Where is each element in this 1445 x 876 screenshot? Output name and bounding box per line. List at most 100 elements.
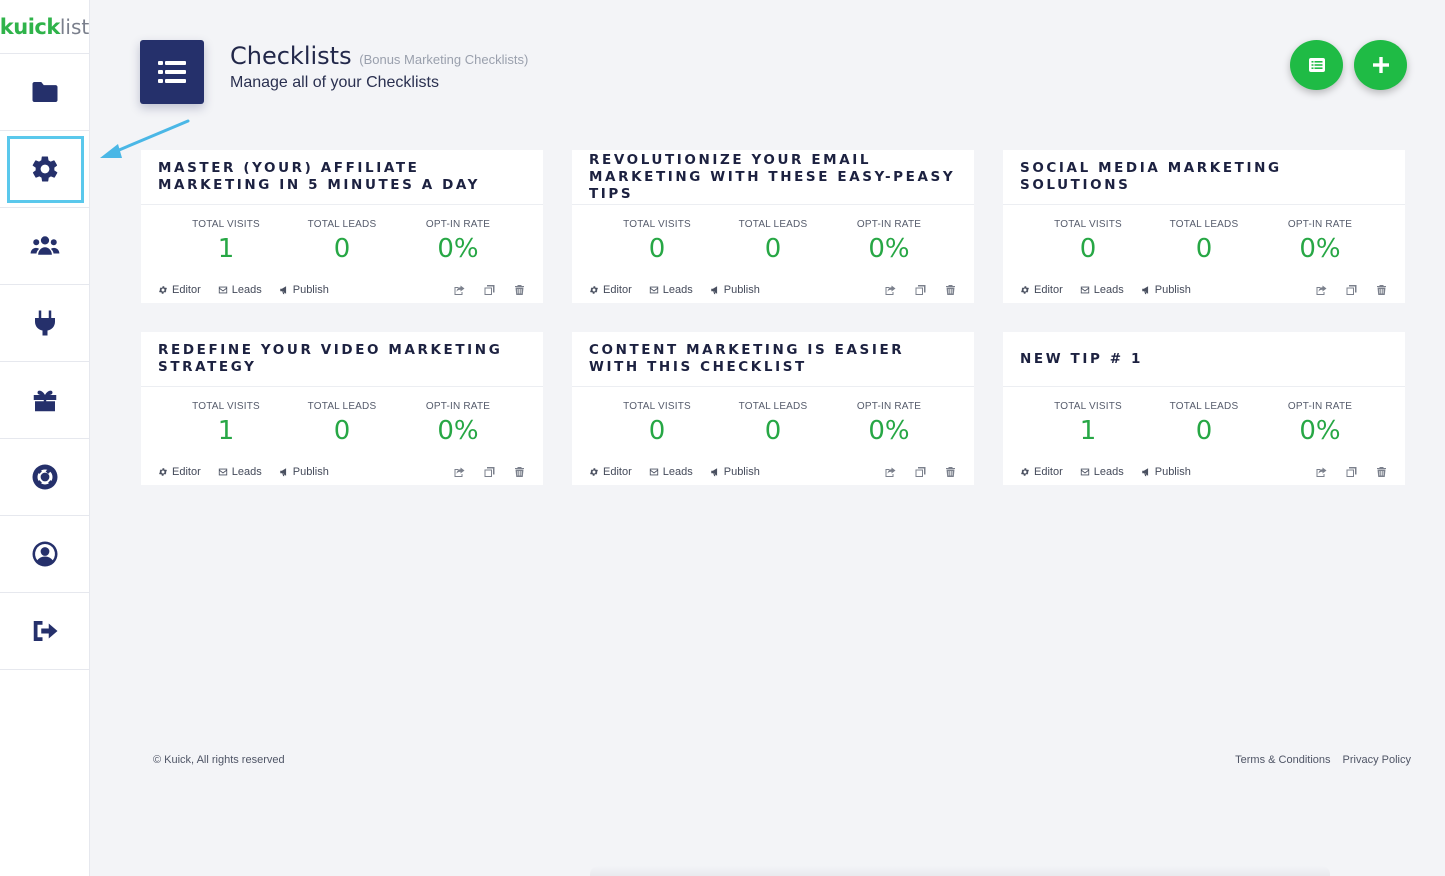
list-alt-icon (1308, 58, 1325, 72)
trash-icon[interactable] (513, 466, 526, 478)
stat-value: 0 (764, 416, 782, 446)
privacy-link[interactable]: Privacy Policy (1342, 754, 1411, 766)
app-logo[interactable]: kuick list (0, 0, 89, 54)
editor-link[interactable]: Editor (158, 284, 201, 296)
leads-link[interactable]: Leads (649, 466, 693, 478)
trash-icon[interactable] (944, 284, 957, 296)
envelope-icon (1080, 467, 1094, 477)
publish-label: Publish (723, 466, 760, 478)
leads-link[interactable]: Leads (1080, 284, 1124, 296)
terms-link[interactable]: Terms & Conditions (1235, 754, 1331, 766)
trash-icon[interactable] (513, 284, 526, 296)
share-icon[interactable] (1315, 284, 1328, 296)
trash-icon[interactable] (1375, 284, 1388, 296)
stat-label: TOTAL VISITS (1054, 219, 1122, 230)
editor-link[interactable]: Editor (158, 466, 201, 478)
editor-label: Editor (1034, 466, 1063, 478)
card-title[interactable]: REVOLUTIONIZE YOUR EMAIL MARKETING WITH … (572, 150, 974, 205)
stat-value: 0% (437, 234, 479, 264)
sidebar-item-integrations[interactable] (0, 285, 89, 362)
publish-link[interactable]: Publish (279, 466, 329, 478)
share-icon[interactable] (453, 466, 466, 478)
stat-value: 0 (764, 234, 782, 264)
share-icon[interactable] (1315, 466, 1328, 478)
duplicate-icon[interactable] (483, 284, 496, 296)
sidebar: kuick list (0, 0, 90, 876)
publish-link[interactable]: Publish (1141, 284, 1191, 296)
publish-link[interactable]: Publish (1141, 466, 1191, 478)
duplicate-icon[interactable] (1345, 466, 1358, 478)
sidebar-item-users[interactable] (0, 208, 89, 285)
gear-icon (32, 156, 57, 182)
user-circle-icon (32, 541, 57, 567)
sidebar-item-logout[interactable] (0, 593, 89, 670)
editor-link[interactable]: Editor (589, 284, 632, 296)
leads-link[interactable]: Leads (1080, 466, 1124, 478)
list-icon (158, 61, 186, 83)
publish-link[interactable]: Publish (710, 466, 760, 478)
cog-icon (158, 467, 172, 477)
leads-label: Leads (662, 466, 693, 478)
bullhorn-icon (279, 285, 293, 295)
share-icon[interactable] (884, 466, 897, 478)
publish-link[interactable]: Publish (710, 284, 760, 296)
trash-icon[interactable] (944, 466, 957, 478)
editor-link[interactable]: Editor (589, 466, 632, 478)
bullhorn-icon (279, 467, 293, 477)
stat-value: 0 (333, 234, 351, 264)
card-actions: Editor Leads Publish (1020, 283, 1388, 297)
card-title[interactable]: SOCIAL MEDIA MARKETING SOLUTIONS (1003, 150, 1405, 205)
card-title[interactable]: MASTER (YOUR) AFFILIATE MARKETING IN 5 M… (141, 150, 543, 205)
sidebar-item-settings[interactable] (0, 131, 89, 208)
checklist-card: NEW TIP # 1 TOTAL VISITS 1 TOTAL LEADS 0… (1003, 332, 1405, 485)
editor-label: Editor (172, 284, 201, 296)
stat-total-visits: TOTAL VISITS 1 (168, 401, 284, 446)
stat-total-visits: TOTAL VISITS 1 (168, 219, 284, 264)
duplicate-icon[interactable] (914, 284, 927, 296)
stat-label: TOTAL VISITS (1054, 401, 1122, 412)
stat-value: 0 (1195, 234, 1213, 264)
add-checklist-button[interactable] (1354, 40, 1407, 90)
envelope-icon (218, 285, 232, 295)
leads-link[interactable]: Leads (218, 466, 262, 478)
card-title[interactable]: NEW TIP # 1 (1003, 332, 1405, 387)
stat-value: 0% (437, 416, 479, 446)
bullhorn-icon (1141, 467, 1155, 477)
share-icon[interactable] (453, 284, 466, 296)
stat-total-visits: TOTAL VISITS 0 (599, 401, 715, 446)
stat-value: 0 (1195, 416, 1213, 446)
duplicate-icon[interactable] (914, 466, 927, 478)
duplicate-icon[interactable] (483, 466, 496, 478)
card-icon-actions (867, 284, 957, 296)
stat-total-leads: TOTAL LEADS 0 (284, 219, 400, 264)
bottom-shadow (590, 866, 1330, 876)
stat-total-leads: TOTAL LEADS 0 (1146, 401, 1262, 446)
editor-link[interactable]: Editor (1020, 284, 1063, 296)
card-actions: Editor Leads Publish (158, 283, 526, 297)
users-icon (30, 236, 59, 255)
card-title[interactable]: REDEFINE YOUR VIDEO MARKETING STRATEGY (141, 332, 543, 387)
leads-link[interactable]: Leads (218, 284, 262, 296)
stat-optin-rate: OPT-IN RATE 0% (831, 219, 947, 264)
duplicate-icon[interactable] (1345, 284, 1358, 296)
stat-total-leads: TOTAL LEADS 0 (715, 219, 831, 264)
envelope-icon (649, 285, 663, 295)
sidebar-item-bonuses[interactable] (0, 362, 89, 439)
sidebar-item-support[interactable] (0, 439, 89, 516)
editor-link[interactable]: Editor (1020, 466, 1063, 478)
bullhorn-icon (1141, 285, 1155, 295)
share-icon[interactable] (884, 284, 897, 296)
card-stats: TOTAL VISITS 1 TOTAL LEADS 0 OPT-IN RATE… (1003, 387, 1405, 446)
envelope-icon (218, 467, 232, 477)
leads-link[interactable]: Leads (649, 284, 693, 296)
card-title[interactable]: CONTENT MARKETING IS EASIER WITH THIS CH… (572, 332, 974, 387)
templates-button[interactable] (1290, 40, 1343, 90)
card-actions: Editor Leads Publish (589, 283, 957, 297)
sidebar-item-account[interactable] (0, 516, 89, 593)
plus-icon (1372, 57, 1389, 73)
sidebar-item-folders[interactable] (0, 54, 89, 131)
trash-icon[interactable] (1375, 466, 1388, 478)
checklist-card: MASTER (YOUR) AFFILIATE MARKETING IN 5 M… (141, 150, 543, 303)
publish-link[interactable]: Publish (279, 284, 329, 296)
sign-out-icon (33, 621, 57, 641)
